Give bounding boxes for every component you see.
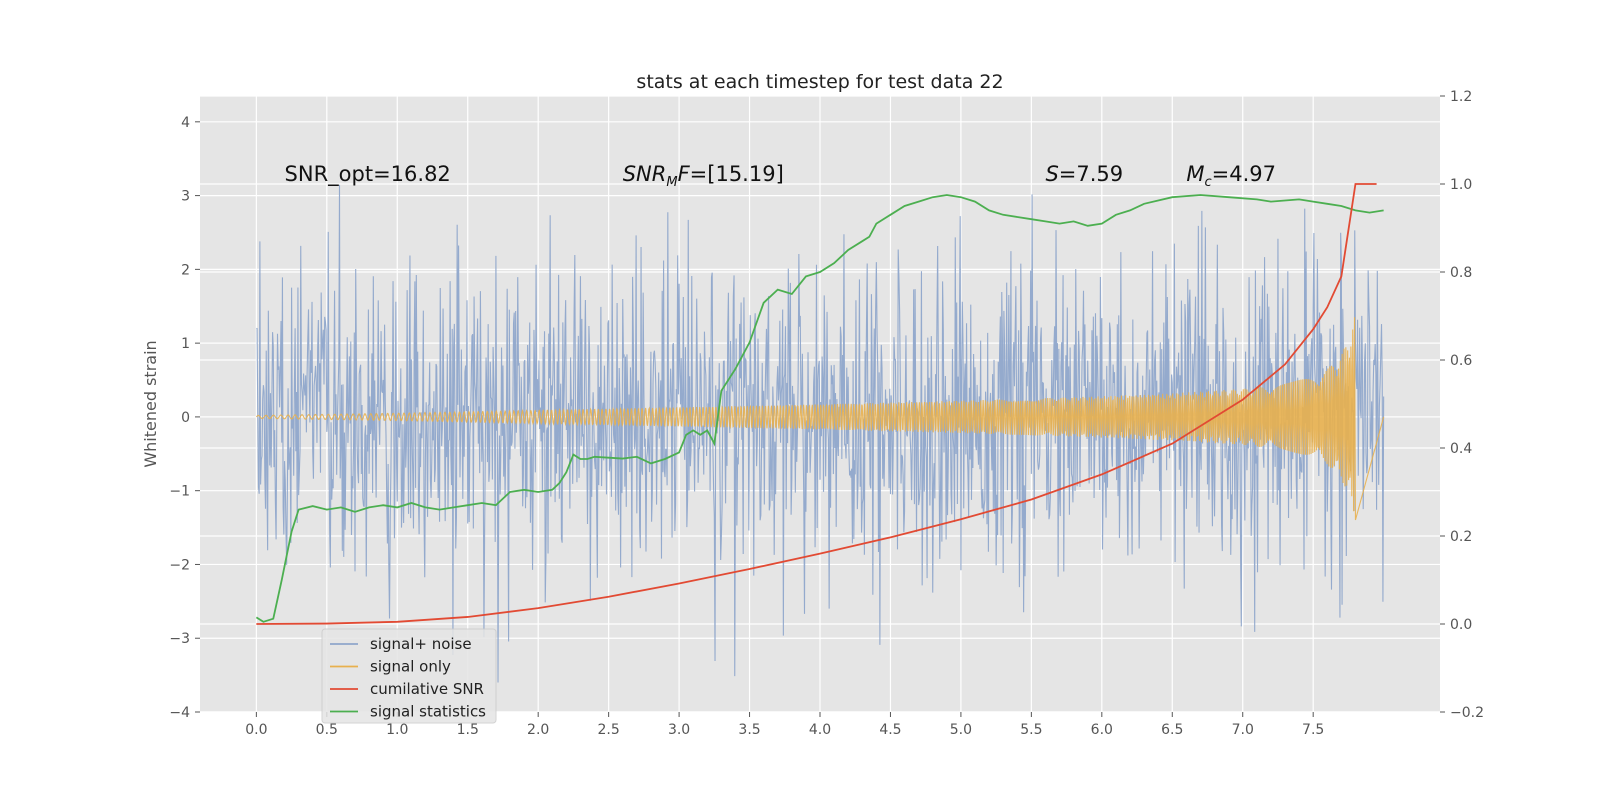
y-tick-label: 3	[181, 189, 190, 205]
signal-only-line	[255, 317, 1385, 521]
y2-tick-label: 0.4	[1450, 441, 1472, 457]
annotation-main: S	[1045, 162, 1058, 186]
annotation-value: =[15.19]	[690, 162, 784, 186]
x-tick-label: 4.0	[809, 722, 831, 738]
annotation-main: SNR_opt=16.82	[285, 162, 451, 187]
x-tick-label: 7.0	[1232, 722, 1254, 738]
y-tick-label: −3	[169, 631, 190, 647]
annotation-subscript: M	[666, 175, 677, 190]
annotation-mc: Mc=4.97	[1186, 162, 1276, 190]
legend-label: signal statistics	[370, 703, 486, 721]
x-tick-label: 6.5	[1161, 722, 1183, 738]
y-tick-label: −1	[169, 484, 190, 500]
x-tick-label: 0.0	[245, 722, 267, 738]
y-tick-label: 4	[181, 115, 190, 131]
signal-only-series	[255, 317, 1385, 521]
y2-tick-label: 1.0	[1450, 177, 1472, 193]
y-axis-left-ticks: −4 −3 −2 −1 0 1 2 3 4	[169, 115, 200, 721]
y-axis-label: Whitened strain	[141, 340, 160, 467]
x-tick-label: 2.0	[527, 722, 549, 738]
x-tick-label: 3.5	[738, 722, 760, 738]
x-tick-label: 1.0	[386, 722, 408, 738]
annotation-italic-part: F	[678, 162, 691, 186]
right-axis-series	[255, 183, 1384, 625]
y2-tick-label: −0.2	[1450, 705, 1484, 721]
x-tick-label: 0.5	[316, 722, 338, 738]
annotation-snr-opt: SNR_opt=16.82	[285, 162, 451, 187]
y-tick-label: 2	[181, 262, 190, 278]
x-tick-label: 3.0	[668, 722, 690, 738]
cumulative-snr-line	[256, 183, 1377, 625]
annotation-main: SNR	[623, 162, 667, 186]
x-tick-label: 5.0	[950, 722, 972, 738]
x-axis-ticks: 0.0 0.5 1.0 1.5 2.0 2.5 3.0 3.5 4.0 4.5 5.0 5.5 6.0 6…	[245, 712, 1324, 738]
annotations: SNR_opt=16.82 SNRMF=[15.19] S=7.59 Mc=4.97	[285, 162, 1276, 190]
annotation-main: M	[1186, 162, 1204, 186]
y2-tick-label: 0.6	[1450, 353, 1472, 369]
annotation-s-stat: S=7.59	[1045, 162, 1123, 186]
x-tick-label: 7.5	[1302, 722, 1324, 738]
x-tick-label: 1.5	[457, 722, 479, 738]
x-tick-label: 6.0	[1091, 722, 1113, 738]
y-tick-label: 1	[181, 336, 190, 352]
y-tick-label: 0	[181, 410, 190, 426]
legend-box	[321, 628, 497, 724]
y2-tick-label: 0.2	[1450, 529, 1472, 545]
y-axis-right-ticks: −0.2 0.0 0.2 0.4 0.6 0.8 1.0 1.2	[1440, 89, 1484, 721]
annotation-value: =7.59	[1059, 162, 1123, 186]
annotation-value: =4.97	[1212, 162, 1276, 186]
legend: signal+ noise signal only cumilative SNR si…	[321, 628, 497, 724]
signal-statistics-line	[255, 194, 1384, 623]
y2-tick-label: 0.0	[1450, 617, 1472, 633]
legend-label: signal+ noise	[370, 635, 472, 653]
annotation-subscript: c	[1204, 175, 1211, 190]
legend-label: cumilative SNR	[370, 680, 484, 698]
x-tick-label: 5.5	[1020, 722, 1042, 738]
y2-tick-label: 1.2	[1450, 89, 1472, 105]
grid-lines	[200, 95, 1440, 713]
legend-label: signal only	[370, 658, 451, 676]
x-tick-label: 2.5	[598, 722, 620, 738]
chart-title: stats at each timestep for test data 22	[636, 71, 1003, 93]
x-tick-label: 4.5	[879, 722, 901, 738]
y-tick-label: −4	[169, 705, 190, 721]
y-tick-label: −2	[169, 557, 190, 573]
y2-tick-label: 0.8	[1450, 265, 1472, 281]
annotation-snr-mf: SNRMF=[15.19]	[623, 162, 784, 190]
